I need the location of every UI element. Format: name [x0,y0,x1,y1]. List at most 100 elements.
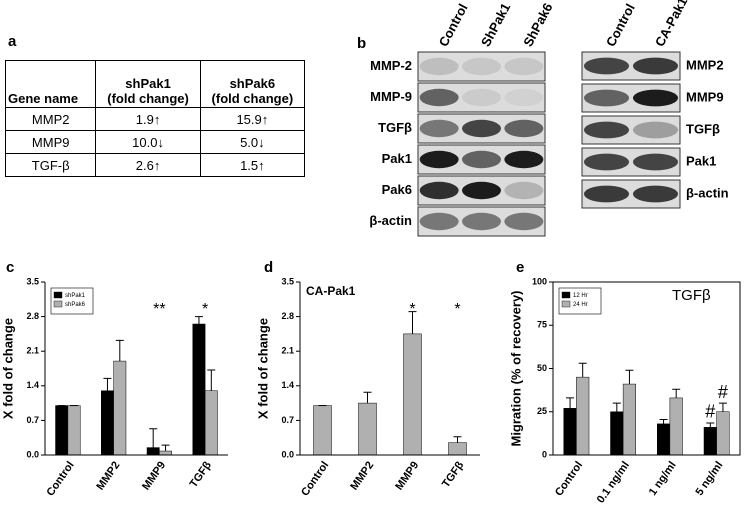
chart: e Migration (% of recovery) TGFβ 0 25 50 75 100… [508,259,741,505]
bar [313,405,332,456]
table-cell: 5.0↓ [199,130,306,154]
x-tick-label: TGFβ [188,459,214,490]
table-cell: 15.9↑ [199,107,306,131]
annotation: * [409,301,415,318]
band [583,89,630,107]
blot-row-label: β-actin [686,185,729,200]
error-bar [207,369,216,391]
annotation: # [718,382,728,402]
table-cell: 1.9↑ [95,107,201,131]
bar [159,450,172,456]
bar [55,405,69,456]
band [462,150,501,169]
lane-label: Control [436,1,471,49]
legend-label: shPak6 [65,302,86,308]
band [632,57,679,75]
lane-label: Control [603,1,638,49]
band [419,57,459,76]
x-tick-label: Control [299,460,331,499]
error-bar [453,436,462,443]
chart: c X fold of change 0.0 0.7 1.4 2.1 2.8 3.5 Contr… [0,259,228,498]
panel-label: c [6,259,14,276]
blot-row-label: Pak1 [382,151,412,166]
header-cell: shPak6 (fold change) [199,60,306,108]
band [632,89,679,107]
band [462,57,501,76]
header-cell: shPak1 (fold change) [95,60,201,108]
error-bar [363,391,372,404]
bar [403,333,422,456]
header-text: (fold change) [211,91,294,106]
band [419,181,459,200]
annotation: ** [153,301,165,318]
x-tick-label: Control [553,460,585,499]
chart: d X fold of change CA-Pak1 0.0 0.7 1.4 2.1 2.8 3… [255,259,480,498]
x-tick-label: MMP9 [140,460,168,493]
lane-label: ShPak6 [520,0,555,49]
x-tick-label: 1 ng/ml [647,460,679,498]
blot-row-label: MMP-9 [370,89,412,104]
y-tick-label: 100 [532,276,547,286]
error-bar [612,402,621,412]
axis [44,282,228,456]
annotation: # [705,402,715,422]
band [632,121,679,139]
bar [563,408,577,456]
blot-row-label: Pak6 [382,182,412,197]
band [462,181,501,200]
legend-label: 24 Hr [573,302,588,308]
bar [448,442,467,456]
x-tick-label: 5 ng/ml [694,460,726,498]
y-tick-label: 2.8 [26,311,39,321]
band [583,153,630,171]
legend-label: shPak1 [65,293,86,299]
y-tick-label: 1.4 [26,380,39,390]
gene-table: Gene name shPak1 (fold change) shPak6 (fold … [4,60,306,177]
panel-label: e [516,259,524,276]
y-axis-label: X fold of change [255,318,270,419]
table-row: MMP2 1.9↑ 15.9↑ [4,107,306,131]
band [583,57,630,75]
error-bar [672,388,681,398]
blot-panel [417,51,546,82]
bar [622,383,636,456]
error-bar [103,377,112,391]
blot-row-label: TGFβ [378,120,412,135]
annotation: * [202,301,208,318]
band [632,185,679,203]
band [419,88,459,107]
header-text: shPak1 [125,76,171,91]
band [462,88,501,107]
error-bar [659,419,668,424]
header-text: shPak6 [229,76,276,91]
y-tick-label: 0.0 [26,449,39,459]
table-cell: 2.6↑ [95,153,201,177]
table-cell: 10.0↓ [95,130,201,154]
blot-row-label: MMP-2 [370,58,412,73]
bar [113,360,127,456]
table-cell: MMP2 [4,107,97,131]
band [504,119,544,138]
bar [358,402,377,456]
y-tick-label: 0.7 [26,415,39,425]
band [462,212,501,231]
bar [101,390,114,456]
bar [576,376,590,456]
legend-swatch [561,291,571,299]
error-bar [149,428,158,448]
band [504,212,544,231]
bar [146,447,160,456]
y-tick-label: 1.4 [281,380,294,390]
y-tick-label: 2.1 [26,346,39,356]
y-tick-label: 75 [537,320,547,330]
bar [610,411,624,456]
table-cell: MMP9 [4,130,97,154]
y-tick-label: 50 [537,363,547,373]
error-bar [566,397,575,409]
band [632,153,679,171]
y-tick-label: 3.5 [26,276,39,286]
y-tick-label: 0.0 [281,449,294,459]
lane-label: ShPak1 [478,0,513,49]
error-bar [161,444,170,452]
table-cell: TGF-β [4,153,97,177]
